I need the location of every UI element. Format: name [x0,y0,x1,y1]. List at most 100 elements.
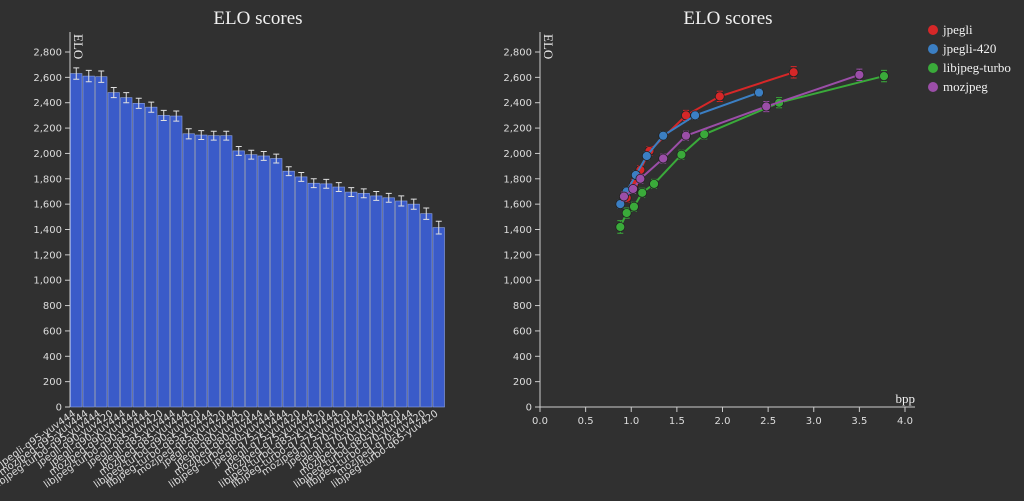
y-tick-label: 2,400 [33,98,62,109]
y-tick-label: 200 [513,377,532,388]
x-tick-label: 4.0 [897,416,913,427]
bar [432,227,445,408]
error-bar [160,109,167,121]
error-bar [98,70,105,83]
legend-label: jpegli-420 [942,41,996,56]
y-tick-label: 200 [43,377,62,388]
series-line [619,75,885,228]
point [699,129,710,140]
bar [295,176,308,408]
error-bar [348,187,355,198]
x-tick-label: 1.0 [623,416,639,427]
x-tick-label: 3.0 [806,416,822,427]
y-tick-label: 600 [513,326,532,337]
y-tick-label: 1,200 [503,250,532,261]
error-bar [210,130,217,141]
bar [382,197,395,408]
y-tick-label: 2,200 [33,124,62,135]
error-bar [223,130,230,141]
y-tick-label: 1,200 [33,250,62,261]
bar [257,155,270,408]
point [658,153,669,164]
y-tick-label: 1,000 [33,276,62,287]
error-bar [385,192,392,203]
y-tick-label: 1,400 [33,225,62,236]
error-bar [335,182,342,192]
bar [345,191,358,408]
x-tick-label: 0.0 [532,416,548,427]
bar [95,76,108,408]
bar [207,135,220,408]
error-bar [123,92,130,104]
legend-label: libjpeg-turbo [943,60,1011,75]
y-tick-label: 1,800 [33,174,62,185]
legend-label: jpegli [942,22,973,37]
y-tick-label: 2,000 [33,149,62,160]
error-bar [285,166,292,177]
error-bar [85,69,92,83]
point [690,110,701,121]
bar [107,92,120,408]
point [879,71,889,81]
y-tick-label: 2,600 [503,73,532,84]
bar [320,183,333,408]
error-bar [185,128,192,140]
bar [420,213,433,408]
error-bar [360,188,367,199]
x-tick-label: 0.5 [578,416,594,427]
x-tick-label: 1.5 [669,416,685,427]
y-tick-label: 800 [43,301,62,312]
error-bar [298,171,305,182]
y-tick-label: 2,200 [503,124,532,135]
y-tick-label: 1,600 [33,200,62,211]
y-tick-label: 400 [513,352,532,363]
error-bar [323,178,330,189]
legend-swatch [928,63,938,73]
error-bar [148,101,155,113]
y-tick-label: 1,000 [503,276,532,287]
error-bar [198,130,205,140]
y-axis-label: ELO [71,34,86,59]
error-bar [273,153,280,164]
legend-swatch [928,82,938,92]
error-bar [248,149,255,160]
error-bar [135,97,142,109]
y-tick-label: 2,800 [503,48,532,59]
point [714,91,725,102]
bar [157,115,170,408]
bar [132,103,145,408]
x-tick-label: 2.5 [760,416,776,427]
bar [245,154,258,408]
point [619,191,629,202]
point [854,69,865,80]
x-axis-label: bpp [896,391,916,406]
error-bar [423,207,430,220]
error-bar [235,145,242,156]
point [635,173,646,184]
y-tick-label: 600 [43,326,62,337]
y-tick-label: 400 [43,352,62,363]
point [788,67,799,78]
y-tick-label: 2,000 [503,149,532,160]
error-bar [410,198,417,210]
point [761,101,772,112]
point [681,130,691,141]
x-tick-label: 3.5 [851,416,867,427]
error-bar [398,195,405,207]
bar [120,97,133,408]
error-bar [310,178,317,189]
bar [357,193,370,408]
y-tick-label: 1,600 [503,200,532,211]
bar [270,158,283,408]
bar [232,150,245,408]
y-tick-label: 0 [526,403,532,414]
bar [220,135,233,408]
point [629,201,639,212]
bar [170,115,183,408]
error-bar [260,151,267,161]
bar [195,134,208,408]
bar [70,73,83,408]
y-tick-label: 1,400 [503,225,532,236]
point [628,184,638,194]
